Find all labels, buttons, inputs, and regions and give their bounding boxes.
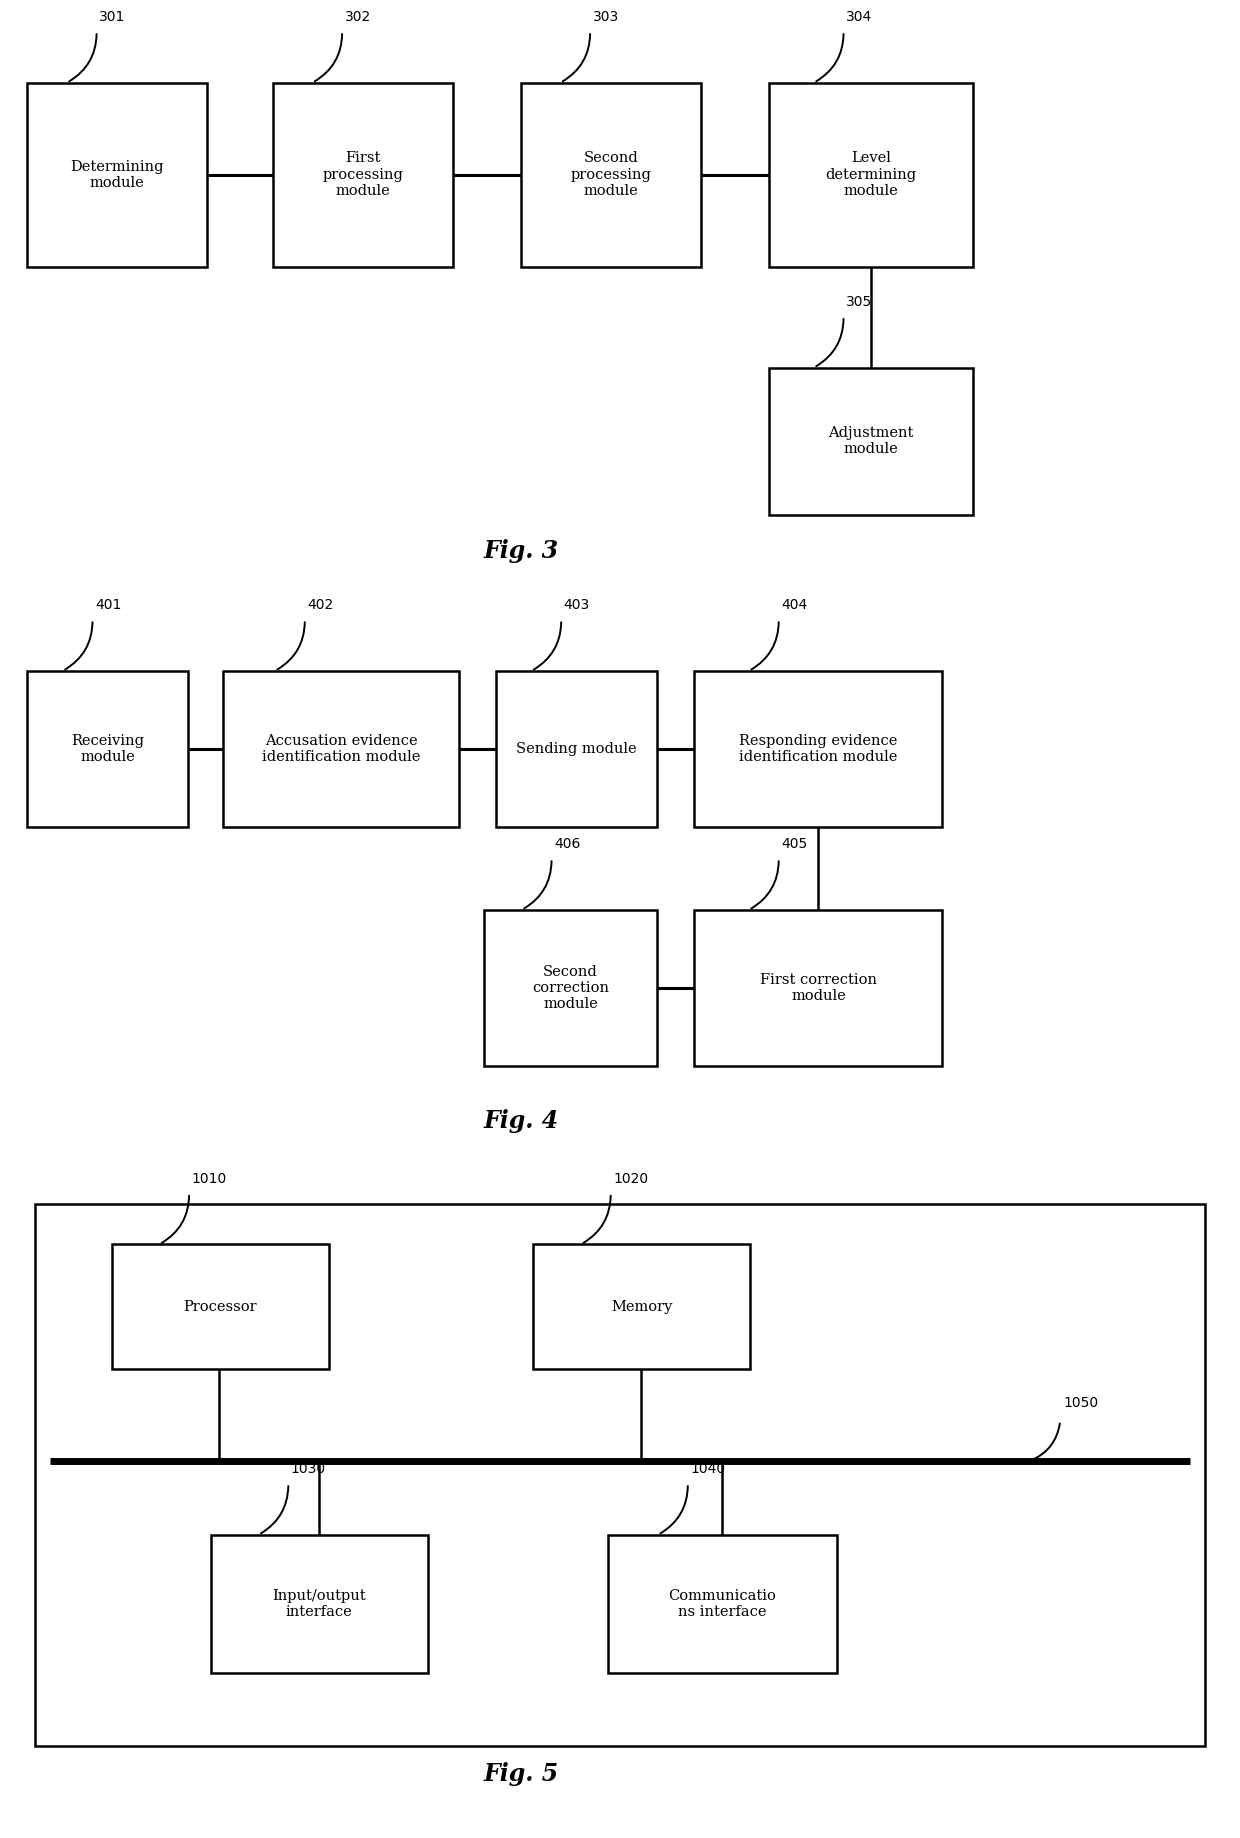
- Text: 403: 403: [564, 597, 590, 612]
- Text: Fig. 4: Fig. 4: [484, 1108, 558, 1134]
- Text: Level
determining
module: Level determining module: [826, 151, 916, 199]
- Text: Accusation evidence
identification module: Accusation evidence identification modul…: [262, 733, 420, 765]
- FancyBboxPatch shape: [27, 671, 188, 827]
- Text: 302: 302: [345, 9, 371, 24]
- FancyBboxPatch shape: [521, 83, 701, 267]
- FancyBboxPatch shape: [769, 83, 973, 267]
- Text: Second
processing
module: Second processing module: [570, 151, 651, 199]
- FancyBboxPatch shape: [112, 1244, 329, 1369]
- Text: Fig. 3: Fig. 3: [484, 539, 558, 564]
- FancyBboxPatch shape: [533, 1244, 750, 1369]
- FancyBboxPatch shape: [694, 671, 942, 827]
- FancyBboxPatch shape: [273, 83, 453, 267]
- FancyBboxPatch shape: [496, 671, 657, 827]
- FancyBboxPatch shape: [223, 671, 459, 827]
- FancyBboxPatch shape: [694, 910, 942, 1066]
- Text: Adjustment
module: Adjustment module: [828, 426, 914, 456]
- Text: 1040: 1040: [691, 1461, 725, 1476]
- Text: 301: 301: [99, 9, 125, 24]
- Text: 402: 402: [308, 597, 334, 612]
- Text: Fig. 5: Fig. 5: [484, 1761, 558, 1787]
- Text: Communicatio
ns interface: Communicatio ns interface: [668, 1588, 776, 1619]
- Text: Responding evidence
identification module: Responding evidence identification modul…: [739, 733, 898, 765]
- Text: Second
correction
module: Second correction module: [532, 965, 609, 1011]
- FancyBboxPatch shape: [608, 1535, 837, 1673]
- FancyBboxPatch shape: [769, 368, 973, 515]
- FancyBboxPatch shape: [27, 83, 207, 267]
- Text: First
processing
module: First processing module: [322, 151, 403, 199]
- Text: 401: 401: [95, 597, 122, 612]
- Text: Receiving
module: Receiving module: [72, 733, 144, 765]
- Text: 1010: 1010: [191, 1171, 227, 1186]
- Text: 304: 304: [846, 9, 872, 24]
- Text: Processor: Processor: [184, 1299, 257, 1314]
- FancyBboxPatch shape: [211, 1535, 428, 1673]
- Text: Input/output
interface: Input/output interface: [273, 1588, 366, 1619]
- Text: Sending module: Sending module: [516, 743, 637, 755]
- Text: 1020: 1020: [613, 1171, 649, 1186]
- Text: 406: 406: [554, 836, 580, 851]
- Text: 1030: 1030: [290, 1461, 326, 1476]
- FancyBboxPatch shape: [484, 910, 657, 1066]
- Text: 1050: 1050: [1064, 1395, 1099, 1410]
- Text: 404: 404: [781, 597, 807, 612]
- Text: First correction
module: First correction module: [760, 972, 877, 1004]
- Text: Memory: Memory: [611, 1299, 672, 1314]
- FancyBboxPatch shape: [35, 1204, 1205, 1746]
- Text: Determining
module: Determining module: [71, 160, 164, 189]
- Text: 303: 303: [593, 9, 619, 24]
- Text: 405: 405: [781, 836, 807, 851]
- Text: 305: 305: [846, 294, 872, 309]
